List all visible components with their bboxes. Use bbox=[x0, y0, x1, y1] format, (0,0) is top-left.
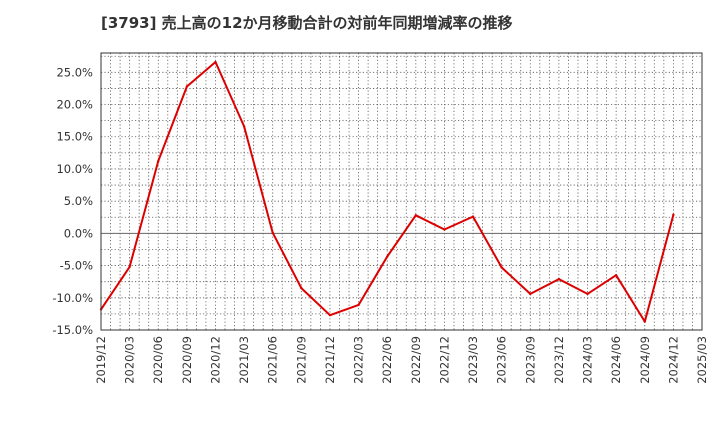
x-tick-label: 2025/03 bbox=[695, 336, 709, 384]
y-tick-label: 20.0% bbox=[56, 98, 93, 112]
x-tick-label: 2021/06 bbox=[266, 336, 280, 384]
data-point bbox=[357, 303, 360, 307]
y-tick-label: -10.0% bbox=[52, 291, 93, 305]
data-point bbox=[300, 286, 303, 290]
x-tick-label: 2023/03 bbox=[466, 336, 480, 384]
y-tick-label: 10.0% bbox=[56, 162, 93, 176]
data-point bbox=[271, 231, 274, 234]
x-tick-label: 2021/03 bbox=[237, 336, 251, 384]
data-point bbox=[614, 274, 618, 277]
grid-lines bbox=[101, 53, 702, 330]
y-axis-tick-labels: -15.0% -10.0% -5.0% 0.0% 5.0% 10.0% 15.0% 20.0%… bbox=[52, 65, 93, 337]
data-point bbox=[500, 266, 503, 269]
x-tick-label: 2019/12 bbox=[94, 336, 108, 384]
x-tick-label: 2020/03 bbox=[123, 336, 137, 384]
x-tick-label: 2024/09 bbox=[638, 336, 652, 384]
x-tick-label: 2021/09 bbox=[294, 336, 308, 384]
x-tick-label: 2020/12 bbox=[208, 336, 222, 384]
x-tick-label: 2020/09 bbox=[180, 336, 194, 384]
y-tick-label: 0.0% bbox=[64, 226, 93, 240]
data-point bbox=[214, 60, 217, 64]
x-tick-label: 2023/06 bbox=[495, 336, 509, 384]
data-point bbox=[328, 313, 332, 317]
series-group bbox=[99, 60, 675, 323]
x-axis-tick-labels: 2019/12 2020/03 2020/06 2020/09 2020/12 2021/… bbox=[94, 336, 709, 384]
data-point bbox=[185, 85, 189, 88]
x-tick-label: 2022/06 bbox=[380, 336, 394, 384]
x-tick-label: 2023/12 bbox=[552, 336, 566, 384]
data-point bbox=[414, 214, 418, 217]
x-tick-label: 2022/12 bbox=[437, 336, 451, 384]
plot-frame bbox=[100, 52, 703, 331]
data-point bbox=[672, 213, 675, 216]
data-point bbox=[529, 292, 532, 296]
data-point bbox=[586, 292, 589, 296]
data-point bbox=[443, 228, 446, 231]
plot-background bbox=[101, 53, 702, 330]
x-tick-label: 2024/12 bbox=[666, 336, 680, 384]
data-point bbox=[157, 160, 160, 163]
chart-title: [3793] 売上高の12か月移動合計の対前年同期増減率の推移 bbox=[101, 14, 513, 32]
data-point bbox=[242, 125, 246, 128]
y-tick-label: 5.0% bbox=[64, 194, 93, 208]
y-tick-label: -15.0% bbox=[52, 323, 93, 337]
data-point bbox=[471, 215, 475, 218]
x-tick-label: 2021/12 bbox=[323, 336, 337, 384]
data-point bbox=[128, 265, 131, 269]
x-tick-label: 2024/06 bbox=[609, 336, 623, 384]
x-tick-label: 2023/09 bbox=[523, 336, 537, 384]
data-point bbox=[385, 255, 389, 258]
x-tick-label: 2020/06 bbox=[151, 336, 165, 384]
data-point bbox=[557, 277, 561, 281]
x-tick-label: 2024/03 bbox=[581, 336, 595, 384]
y-tick-label: -5.0% bbox=[60, 259, 93, 273]
x-tick-label: 2022/09 bbox=[409, 336, 423, 384]
y-tick-label: 15.0% bbox=[56, 130, 93, 144]
y-tick-label: 25.0% bbox=[56, 65, 93, 79]
data-point bbox=[643, 320, 646, 323]
x-tick-label: 2022/03 bbox=[352, 336, 366, 384]
